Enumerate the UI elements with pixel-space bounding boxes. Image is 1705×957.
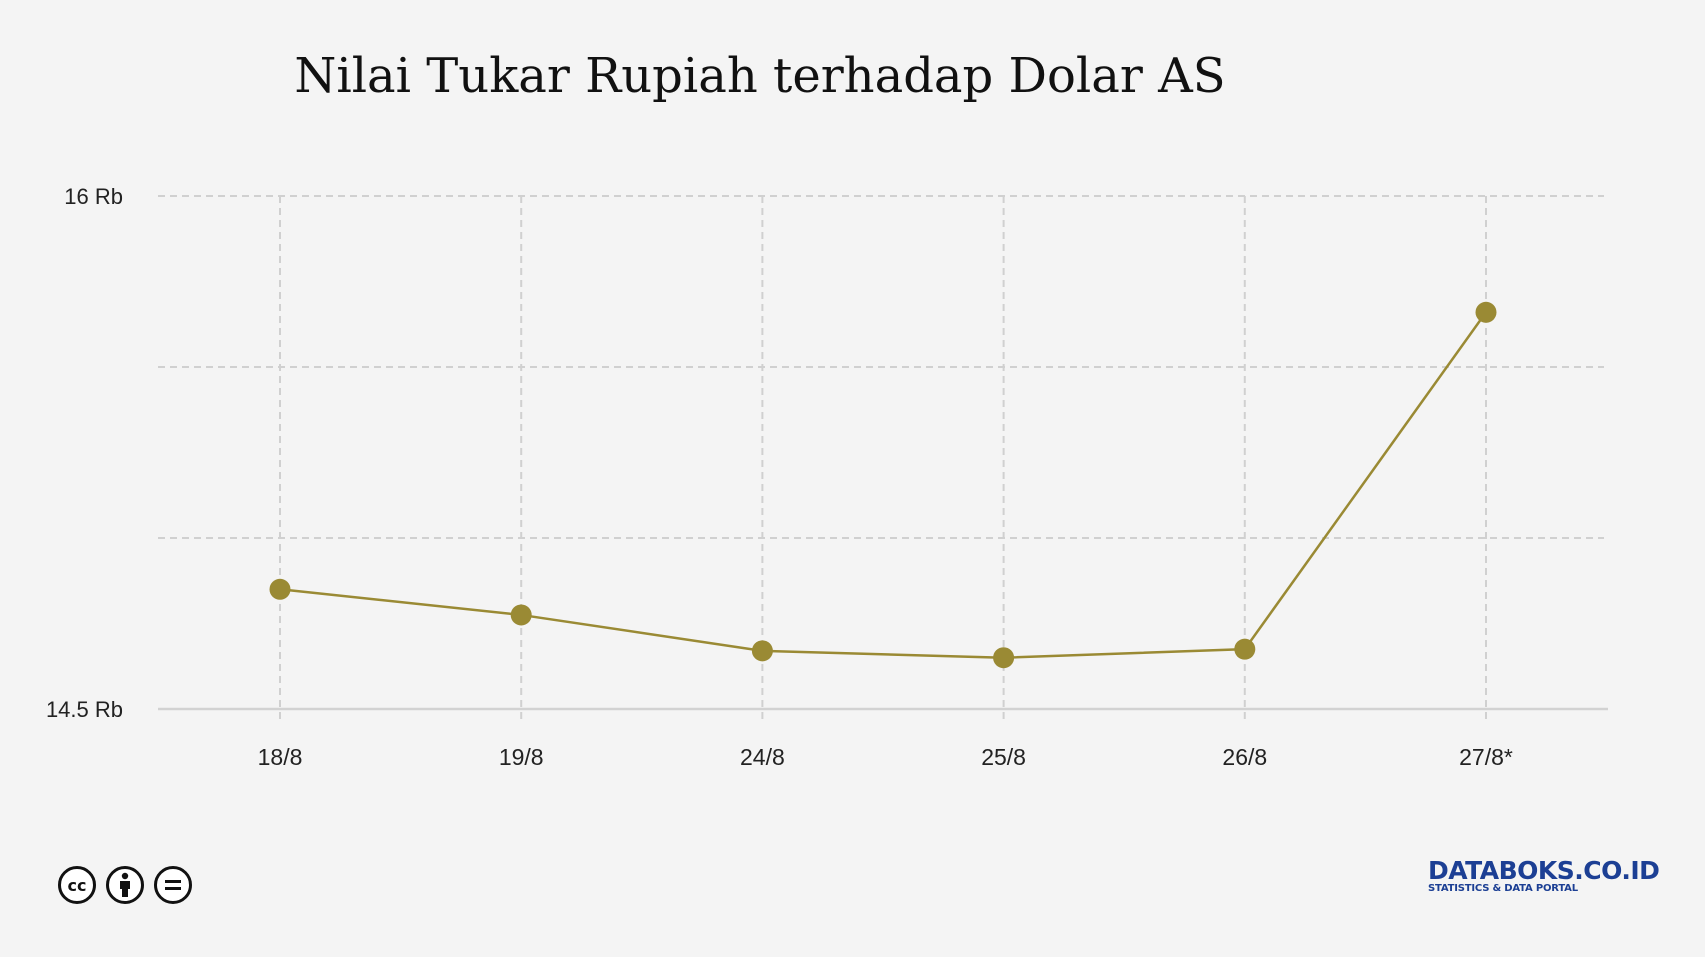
license-icons: cc (58, 866, 192, 904)
series-group (269, 301, 1497, 669)
brand-name: DATABOKS.CO.ID (1428, 856, 1660, 885)
databoks-logo[interactable]: DATABOKS.CO.ID STATISTICS & DATA PORTAL (1428, 856, 1660, 894)
brand-tagline: STATISTICS & DATA PORTAL (1428, 883, 1578, 894)
data-point (1234, 638, 1256, 660)
y-tick-label: 14.5 Rb (46, 697, 123, 722)
by-icon[interactable] (106, 866, 144, 904)
x-tick-label: 26/8 (1222, 744, 1267, 770)
data-point (269, 578, 291, 600)
series-line (279, 311, 1488, 659)
y-tick-label: 16 Rb (64, 184, 123, 209)
data-point (751, 640, 773, 662)
cc-icon[interactable]: cc (58, 866, 96, 904)
x-tick-label: 24/8 (740, 744, 785, 770)
x-axis-labels: 18/8 19/8 24/8 25/8 26/8 27/8* (258, 744, 1513, 770)
x-tick-label: 27/8* (1459, 744, 1513, 770)
data-point (993, 647, 1015, 669)
data-point (1475, 301, 1497, 323)
nd-icon[interactable] (154, 866, 192, 904)
x-tick-label: 18/8 (258, 744, 303, 770)
chart-title: Nilai Tukar Rupiah terhadap Dolar AS (294, 48, 1226, 104)
x-tick-label: 19/8 (499, 744, 544, 770)
x-tick-label: 25/8 (981, 744, 1026, 770)
data-point (510, 604, 532, 626)
chart-grid (158, 195, 1604, 723)
y-axis-labels: 16 Rb 14.5 Rb (46, 184, 123, 722)
